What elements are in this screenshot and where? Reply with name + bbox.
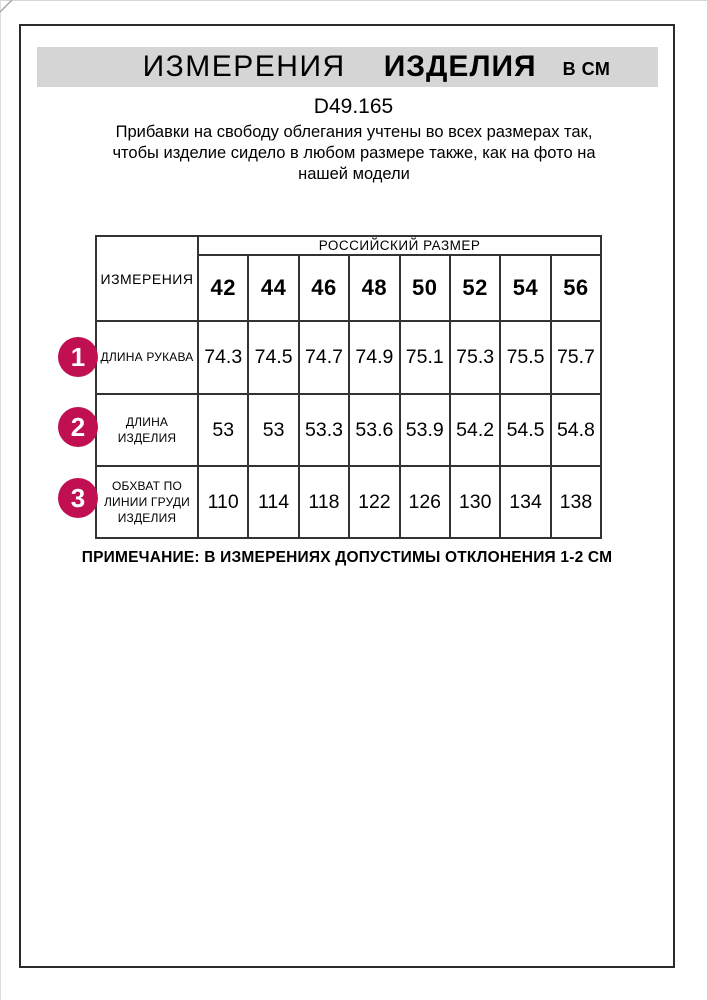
value-cell: 74.7	[297, 320, 351, 395]
table-row-garment-length: ДЛИНА ИЗДЕЛИЯ 53 53 53.3 53.6 53.9 54.2 …	[95, 393, 603, 467]
size-header-cell: 42	[196, 254, 250, 322]
value-cell: 74.3	[196, 320, 250, 395]
row-number-badge-1: 1	[58, 337, 98, 377]
corner-fold-mark	[0, 0, 13, 13]
value-cell: 53	[196, 393, 250, 467]
page-border-frame	[19, 24, 675, 968]
page-title-unit: В СМ	[562, 58, 611, 79]
value-cell: 138	[549, 465, 603, 539]
size-header-cell: 46	[297, 254, 351, 322]
value-cell: 75.3	[448, 320, 502, 395]
scan-edge-top	[0, 0, 707, 1]
value-cell: 53.6	[348, 393, 401, 467]
measurements-table: ИЗМЕРЕНИЯ РОССИЙСКИЙ РАЗМЕР 42 44 46 48 …	[95, 235, 603, 539]
size-header-cell: 56	[549, 254, 603, 322]
row-label-cell: ДЛИНА РУКАВА	[95, 320, 199, 395]
title-bar: ИЗМЕРЕНИЯ ИЗДЕЛИЯ В СМ	[37, 47, 658, 87]
fit-description: Прибавки на свободу облегания учтены во …	[112, 123, 596, 183]
value-cell: 54.8	[549, 393, 603, 467]
table-row-group-header: ИЗМЕРЕНИЯ РОССИЙСКИЙ РАЗМЕР	[95, 235, 603, 322]
row-number-badge-2: 2	[58, 407, 98, 447]
value-cell: 53.3	[297, 393, 351, 467]
value-cell: 74.9	[348, 320, 401, 395]
tolerance-note: ПРИМЕЧАНИЕ: В ИЗМЕРЕНИЯХ ДОПУСТИМЫ ОТКЛО…	[81, 549, 613, 566]
page-title-measurements: ИЗМЕРЕНИЯ	[142, 50, 346, 83]
value-cell: 134	[499, 465, 552, 539]
value-cell: 54.5	[499, 393, 552, 467]
size-header-cell: 54	[499, 254, 552, 322]
value-cell: 122	[348, 465, 401, 539]
row-number-badge-3: 3	[58, 478, 98, 518]
table-row-chest-girth: ОБХВАТ ПО ЛИНИИ ГРУДИ ИЗДЕЛИЯ 110 114 11…	[95, 465, 603, 539]
value-cell: 53.9	[398, 393, 451, 467]
value-cell: 75.5	[499, 320, 552, 395]
value-cell: 114	[247, 465, 300, 539]
value-cell: 118	[297, 465, 351, 539]
row-label-cell: ОБХВАТ ПО ЛИНИИ ГРУДИ ИЗДЕЛИЯ	[95, 465, 199, 539]
value-cell: 75.1	[398, 320, 451, 395]
size-header-cell: 52	[448, 254, 502, 322]
product-code: D49.165	[313, 95, 394, 118]
value-cell: 126	[398, 465, 451, 539]
table-row-sizes: 42 44 46 48 50 52 54 56	[96, 254, 603, 322]
value-cell: 75.7	[549, 320, 603, 395]
size-group-header-cell: РОССИЙСКИЙ РАЗМЕР	[196, 235, 603, 256]
value-cell: 74.5	[247, 320, 300, 395]
value-cell: 54.2	[448, 393, 502, 467]
value-cell: 53	[247, 393, 300, 467]
page-title-product: ИЗДЕЛИЯ	[383, 50, 537, 83]
value-cell: 130	[448, 465, 502, 539]
size-header-cell: 50	[398, 254, 451, 322]
table-row-sleeve-length: ДЛИНА РУКАВА 74.3 74.5 74.7 74.9 75.1 75…	[95, 320, 603, 395]
corner-header-cell: ИЗМЕРЕНИЯ	[95, 235, 199, 322]
size-header-cell: 48	[348, 254, 401, 322]
size-header-cell: 44	[247, 254, 300, 322]
value-cell: 110	[196, 465, 250, 539]
row-label-cell: ДЛИНА ИЗДЕЛИЯ	[95, 393, 199, 467]
scan-edge-left	[0, 0, 1, 1000]
